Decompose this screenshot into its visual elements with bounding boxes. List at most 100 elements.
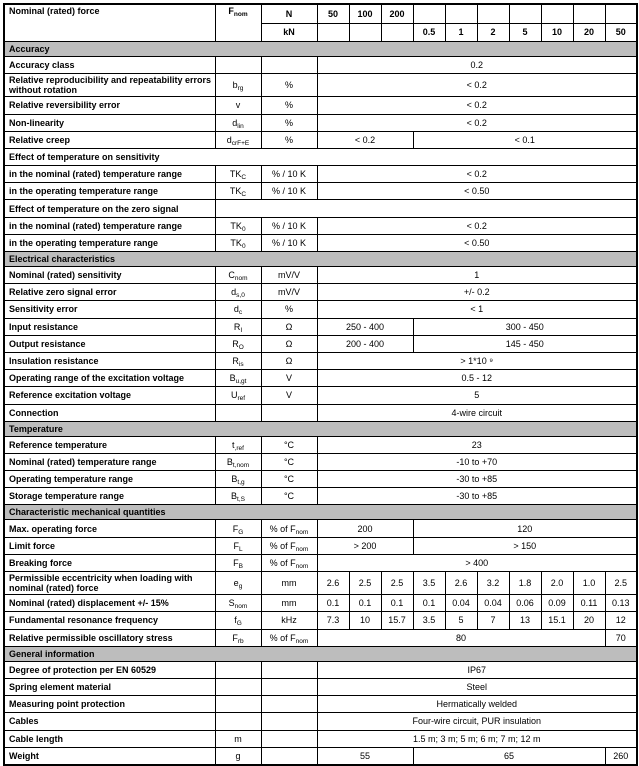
row-unit: % of Fnom xyxy=(260,553,318,573)
row-unit: % xyxy=(260,130,318,149)
row-symbol: RI xyxy=(214,317,262,336)
symbol-subscript: g xyxy=(238,583,243,591)
spec-row: Non-linearity dlin% < 0.2 xyxy=(3,113,638,132)
symbol-subscript: u,gt xyxy=(235,378,247,386)
row-unit: % / 10 K xyxy=(260,182,318,201)
spec-row: Relative creep dcrF+E% < 0.2 < 0.1 xyxy=(3,130,638,149)
symbol-subscript: c xyxy=(238,309,243,317)
row-label: Breaking force xyxy=(3,553,216,573)
row-unit: mm xyxy=(260,571,318,596)
header-force-value xyxy=(316,22,350,42)
spec-row: Reference excitation voltage Uref V 5 xyxy=(3,386,638,405)
value-cell: < 0.2 xyxy=(316,165,638,184)
value-cell: -30 to +85 xyxy=(316,487,638,506)
spec-row: Nominal (rated) displacement +/- 15% Snom… xyxy=(3,594,638,613)
header-label: Nominal (rated) force xyxy=(3,3,216,42)
row-symbol: Cnom xyxy=(214,266,262,285)
row-label: Weight xyxy=(3,746,216,766)
row-symbol: Bt,g xyxy=(214,470,262,489)
value-cell: < 0.2 xyxy=(316,216,638,235)
value-cell: 0.09 xyxy=(540,594,574,613)
value-cell: 2.5 xyxy=(380,571,414,596)
spec-row: Accuracy class 0.2 xyxy=(3,55,638,75)
row-symbol xyxy=(214,403,262,422)
section-row: Characteristic mechanical quantities xyxy=(3,504,638,521)
spec-row: Degree of protection per EN 60529 IP67 xyxy=(3,660,638,679)
value-cell: -10 to +70 xyxy=(316,452,638,472)
row-symbol: g xyxy=(214,746,262,766)
header-unit-n: N xyxy=(260,3,318,24)
section-row: Temperature xyxy=(3,420,638,437)
value-cell: 7.3 xyxy=(316,611,350,630)
row-unit xyxy=(260,55,318,75)
spec-row: Measuring point protection Hermatically w… xyxy=(3,695,638,714)
value-cell: 1.8 xyxy=(508,571,542,596)
row-symbol: TKC xyxy=(214,165,262,184)
row-symbol: Snom xyxy=(214,594,262,613)
row-unit: % of Fnom xyxy=(260,519,318,538)
row-unit: kHz xyxy=(260,611,318,630)
row-unit xyxy=(260,660,318,679)
row-unit: Ω xyxy=(260,334,318,353)
value-cell: 80 xyxy=(316,628,606,647)
header-force-value: 50 xyxy=(316,3,350,24)
row-unit: °C xyxy=(260,487,318,506)
row-symbol: FL xyxy=(214,536,262,555)
row-label: Operating temperature range xyxy=(3,470,216,489)
symbol-subscript: is xyxy=(238,361,244,369)
spec-row: in the nominal (rated) temperature range… xyxy=(3,216,638,235)
row-unit: mV/V xyxy=(260,283,318,302)
header-force-value xyxy=(476,3,510,24)
value-cell: 300 - 450 xyxy=(412,317,638,336)
row-label: Relative reproducibility and repeatabili… xyxy=(3,73,216,98)
row-symbol xyxy=(214,55,262,75)
row-unit: °C xyxy=(260,452,318,472)
symbol-subscript: ref xyxy=(237,395,246,403)
row-label: Sensitivity error xyxy=(3,300,216,319)
row-symbol: FG xyxy=(214,519,262,538)
value-cell: 20 xyxy=(572,611,606,630)
row-label: Permissible eccentricity when loading wi… xyxy=(3,571,216,596)
row-symbol xyxy=(214,712,262,731)
row-unit xyxy=(260,729,318,748)
row-unit: °C xyxy=(260,435,318,454)
row-unit xyxy=(260,695,318,714)
value-cell: 15.7 xyxy=(380,611,414,630)
value-cell: 260 xyxy=(604,746,638,766)
value-cell: 4-wire circuit xyxy=(316,403,638,422)
header-force-value xyxy=(604,3,638,24)
value-cell: 55 xyxy=(316,746,414,766)
row-label: Reference excitation voltage xyxy=(3,386,216,405)
row-label: in the operating temperature range xyxy=(3,182,216,201)
subsection-row: Effect of temperature on sensitivity xyxy=(3,147,638,167)
row-unit: % / 10 K xyxy=(260,233,318,253)
value-cell: 0.13 xyxy=(604,594,638,613)
value-cell: 2.6 xyxy=(316,571,350,596)
symbol-subscript: nom xyxy=(295,545,309,553)
spec-row: Limit force FL% of Fnom > 200 > 150 xyxy=(3,536,638,555)
row-label: in the nominal (rated) temperature range xyxy=(3,216,216,235)
section-header: Electrical characteristics xyxy=(3,251,638,268)
spec-row: Nominal (rated) temperature range Bt,nom °… xyxy=(3,452,638,472)
symbol-subscript: crF+E xyxy=(231,139,250,147)
value-cell: 0.04 xyxy=(476,594,510,613)
symbol-subscript: rg xyxy=(237,85,244,93)
section-row: Accuracy xyxy=(3,41,638,57)
value-cell: 1 xyxy=(316,266,638,285)
row-symbol: t,ref xyxy=(214,435,262,454)
row-label: Relative reversibility error xyxy=(3,96,216,115)
symbol-subscript: s,0 xyxy=(236,292,245,300)
symbol-subscript: t,S xyxy=(237,496,245,504)
value-cell: 3.5 xyxy=(412,571,446,596)
header-force-value: 20 xyxy=(572,22,606,42)
value-cell: 12 xyxy=(604,611,638,630)
symbol-subscript: t,nom xyxy=(232,461,250,469)
row-symbol: ds,0 xyxy=(214,283,262,302)
row-label: Accuracy class xyxy=(3,55,216,75)
value-cell: 0.1 xyxy=(412,594,446,613)
row-unit: % of Fnom xyxy=(260,628,318,647)
header-force-value: 50 xyxy=(604,22,638,42)
row-unit: V xyxy=(260,369,318,388)
value-cell: Steel xyxy=(316,677,638,697)
value-cell: < 0.2 xyxy=(316,113,638,132)
